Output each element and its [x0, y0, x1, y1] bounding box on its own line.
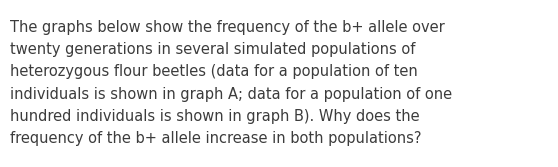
- Text: The graphs below show the frequency of the b+ allele over
twenty generations in : The graphs below show the frequency of t…: [10, 20, 452, 146]
